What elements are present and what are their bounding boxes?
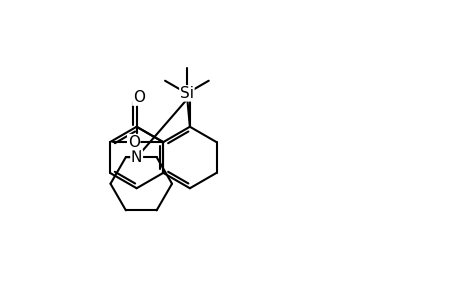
Text: Si: Si bbox=[179, 86, 194, 101]
Text: N: N bbox=[131, 150, 142, 165]
Text: O: O bbox=[128, 135, 140, 150]
Text: O: O bbox=[133, 90, 145, 105]
